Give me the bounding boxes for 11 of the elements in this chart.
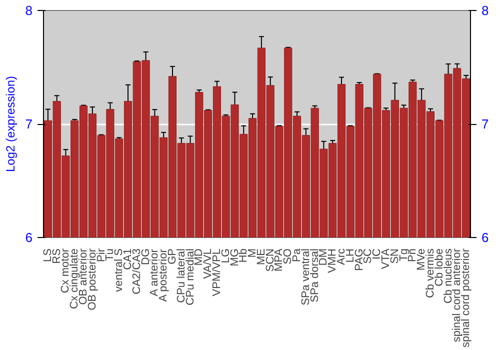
y-tick-label: 8 <box>25 3 33 18</box>
y2-tick-label: 6 <box>482 230 489 245</box>
y-tick-label: 7 <box>25 116 33 132</box>
x-tick-label: spinal cord posterior <box>460 248 472 348</box>
x-tick-label: RS <box>50 248 63 264</box>
x-tick-label: Cb lobe <box>433 248 446 286</box>
y-tick-label: 6 <box>25 230 33 245</box>
y-axis-title: Log2 (expression) <box>3 76 18 172</box>
y2-tick-label: 8 <box>482 3 489 18</box>
x-tick-label: OB posterior <box>86 248 98 310</box>
y2-tick-label: 7 <box>482 116 489 132</box>
